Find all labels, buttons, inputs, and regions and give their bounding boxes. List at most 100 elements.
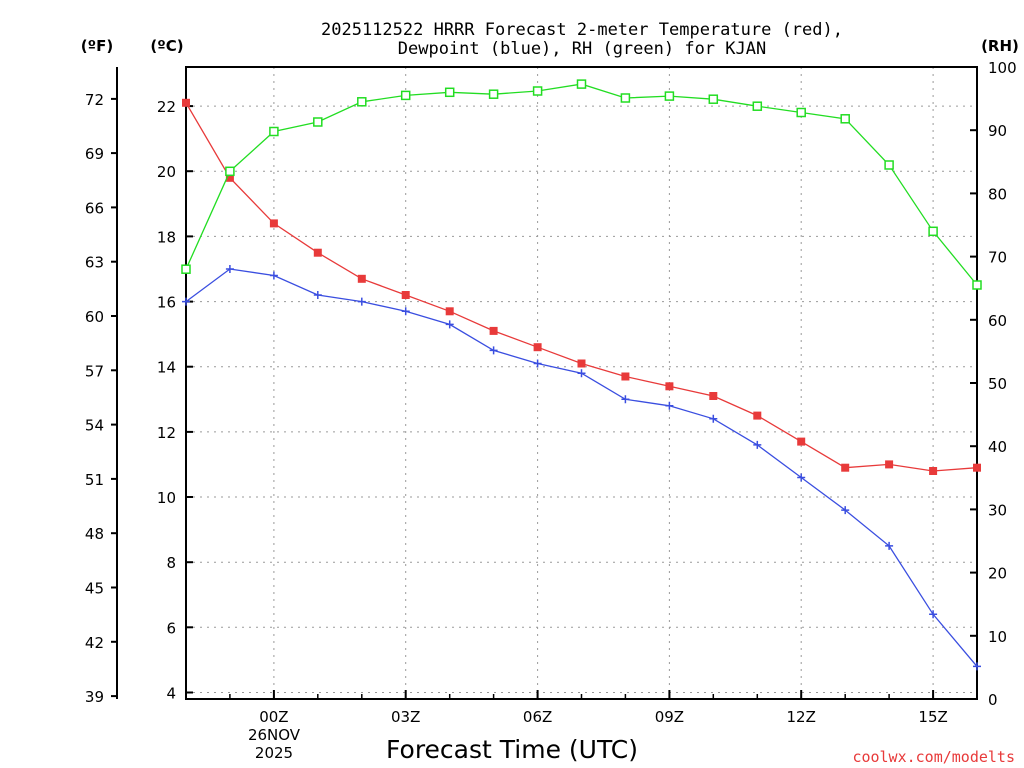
dewpoint-point [225, 265, 234, 273]
celsius-tick-label: 8 [166, 554, 176, 572]
rh-tick-label: 40 [988, 438, 1007, 456]
celsius-tick-label: 10 [157, 489, 176, 507]
temperature-point [225, 173, 234, 182]
dewpoint-point [665, 401, 674, 410]
temperature-point [269, 219, 278, 228]
rh-tick-label: 30 [988, 501, 1007, 519]
rh-point [444, 87, 455, 98]
date-label-day: 26NOV [248, 726, 301, 744]
temperature-point [665, 382, 674, 391]
celsius-axis-unit: (ºC) [150, 37, 183, 55]
rh-point [488, 89, 499, 99]
fahrenheit-tick-label: 54 [85, 417, 104, 435]
rh-axis-unit: (RH) [981, 37, 1019, 55]
grid-lines [186, 67, 977, 699]
rh-point [840, 114, 850, 124]
fahrenheit-tick-label: 42 [85, 634, 104, 652]
dewpoint-point [797, 473, 806, 482]
series-layer [181, 79, 982, 671]
dewpoint-point [313, 291, 322, 299]
rh-point [928, 226, 938, 237]
temperature-point [445, 307, 454, 316]
time-tick-label: 06Z [523, 708, 552, 726]
temperature-point [182, 98, 190, 107]
fahrenheit-tick-label: 48 [85, 525, 104, 543]
dewpoint-point [445, 320, 454, 329]
time-axis: 00Z 03Z 06Z 09Z 12Z 15Z [185, 690, 978, 726]
dewpoint-point [709, 414, 718, 423]
celsius-tick-label: 14 [157, 359, 176, 377]
dewpoint-series [182, 265, 981, 671]
rh-line [185, 83, 978, 286]
temperature-line [185, 102, 978, 472]
celsius-tick-label: 4 [166, 685, 176, 703]
date-label-year: 2025 [255, 744, 293, 762]
celsius-tick-label: 22 [157, 98, 176, 116]
temperature-point [753, 411, 762, 420]
chart-title: 2025112522 HRRR Forecast 2-meter Tempera… [321, 20, 843, 59]
rh-tick-label: 100 [988, 59, 1017, 77]
celsius-tick-label: 18 [157, 228, 176, 246]
celsius-axis: 4 6 8 10 12 14 16 18 20 22 [157, 98, 193, 703]
rh-point [752, 101, 763, 111]
fahrenheit-tick-label: 39 [85, 688, 104, 706]
rh-tick-label: 90 [988, 122, 1007, 140]
time-tick-label: 03Z [391, 708, 420, 726]
dewpoint-point [753, 440, 762, 449]
dewpoint-point [182, 297, 190, 306]
temperature-point [973, 463, 981, 472]
temperature-series [182, 98, 981, 475]
rh-point [225, 166, 235, 177]
celsius-tick-label: 6 [166, 619, 176, 637]
rh-point [884, 160, 894, 170]
temperature-point [533, 343, 542, 352]
rh-point [664, 91, 675, 101]
temperature-point [313, 248, 322, 257]
rh-point [796, 107, 806, 118]
time-tick-label: 15Z [918, 708, 947, 726]
fahrenheit-tick-label: 51 [85, 471, 104, 489]
celsius-tick-label: 20 [157, 163, 176, 181]
temperature-point [797, 437, 806, 446]
rh-point [181, 264, 191, 274]
fahrenheit-axis-unit: (ºF) [81, 37, 113, 55]
fahrenheit-tick-label: 60 [85, 308, 104, 326]
temperature-point [929, 467, 938, 475]
rh-point [269, 126, 279, 137]
rh-tick-label: 50 [988, 375, 1007, 393]
dewpoint-point [973, 662, 981, 671]
rh-series [181, 79, 982, 290]
temperature-point [489, 326, 498, 335]
x-axis-label: Forecast Time (UTC) [386, 735, 638, 764]
dewpoint-point [577, 369, 586, 378]
rh-tick-label: 70 [988, 249, 1007, 267]
celsius-tick-label: 16 [157, 294, 176, 312]
fahrenheit-tick-label: 63 [85, 254, 104, 272]
fahrenheit-tick-label: 72 [85, 91, 104, 109]
dewpoint-point [533, 359, 542, 368]
rh-tick-label: 20 [988, 565, 1007, 583]
dewpoint-point [929, 610, 938, 619]
fahrenheit-axis: 39 42 45 48 51 54 57 60 63 66 69 72 [85, 91, 117, 706]
time-tick-label: 12Z [787, 708, 816, 726]
temperature-point [357, 274, 366, 283]
fahrenheit-tick-label: 66 [85, 199, 104, 217]
dewpoint-point [885, 541, 894, 550]
chart-title-line-2: Dewpoint (blue), RH (green) for KJAN [398, 39, 766, 59]
rh-point [357, 97, 367, 107]
temperature-point [577, 359, 586, 368]
fahrenheit-tick-label: 45 [85, 580, 104, 598]
credit-text: coolwx.com/modelts [852, 748, 1015, 766]
rh-tick-label: 60 [988, 312, 1007, 330]
temperature-point [621, 372, 630, 381]
dewpoint-line [185, 268, 978, 667]
rh-tick-label: 0 [988, 691, 998, 709]
temperature-point [401, 291, 410, 299]
rh-point [532, 86, 543, 96]
temperature-point [709, 392, 718, 400]
time-tick-label: 00Z [259, 708, 288, 726]
dewpoint-point [269, 271, 278, 280]
rh-point [313, 117, 323, 127]
celsius-tick-label: 12 [157, 424, 176, 442]
